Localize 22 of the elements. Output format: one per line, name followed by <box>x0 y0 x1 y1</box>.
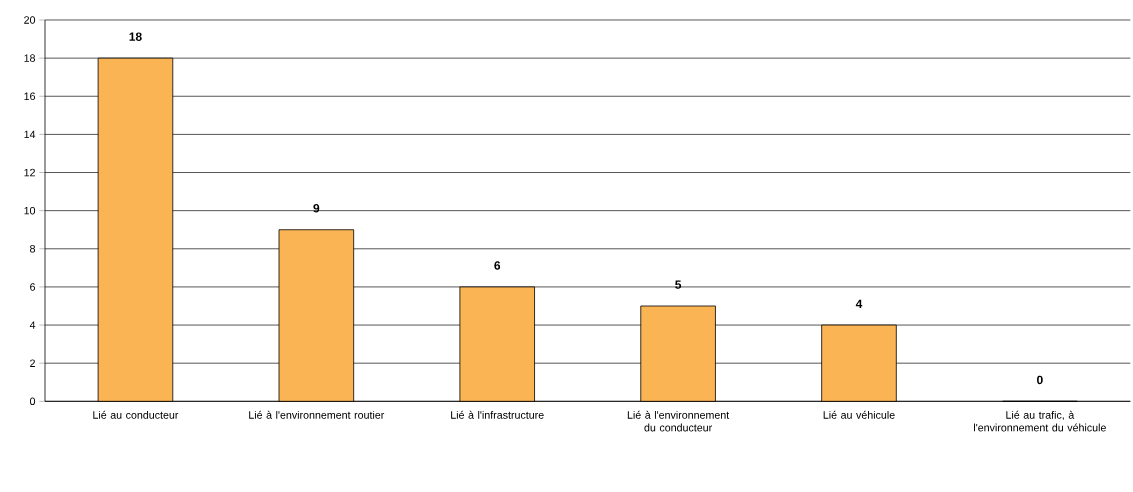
x-tick-label: Lié à l'infrastructure <box>451 410 544 419</box>
data-label: 18 <box>129 32 142 41</box>
data-label: 4 <box>855 299 863 308</box>
y-tick-label: 2 <box>30 359 35 367</box>
data-label: 6 <box>494 261 501 270</box>
x-tick-label: Lié à l'environnement du conducteur <box>627 410 730 432</box>
y-tick-label: 4 <box>29 321 36 329</box>
y-tick-label: 16 <box>24 92 36 101</box>
y-tick-label: 10 <box>24 206 36 215</box>
y-tick-label: 12 <box>24 168 35 177</box>
y-tick-label: 18 <box>24 54 36 62</box>
x-tick-label: Lié au véhicule <box>823 410 895 419</box>
x-tick-label: Lié à l'environnement routier <box>249 410 385 419</box>
y-tick-label: 14 <box>24 130 36 139</box>
x-tick-label: Lié au trafic, à l'environnement du véhicule <box>974 410 1106 432</box>
y-tick-label: 0 <box>29 397 36 406</box>
y-tick-label: 8 <box>30 245 36 253</box>
x-tick-label: Lié au conducteur <box>93 410 179 419</box>
y-tick-label: 20 <box>24 16 36 24</box>
y-tick-label: 6 <box>30 283 36 291</box>
data-label: 5 <box>675 280 682 289</box>
data-label: 0 <box>1037 375 1043 385</box>
